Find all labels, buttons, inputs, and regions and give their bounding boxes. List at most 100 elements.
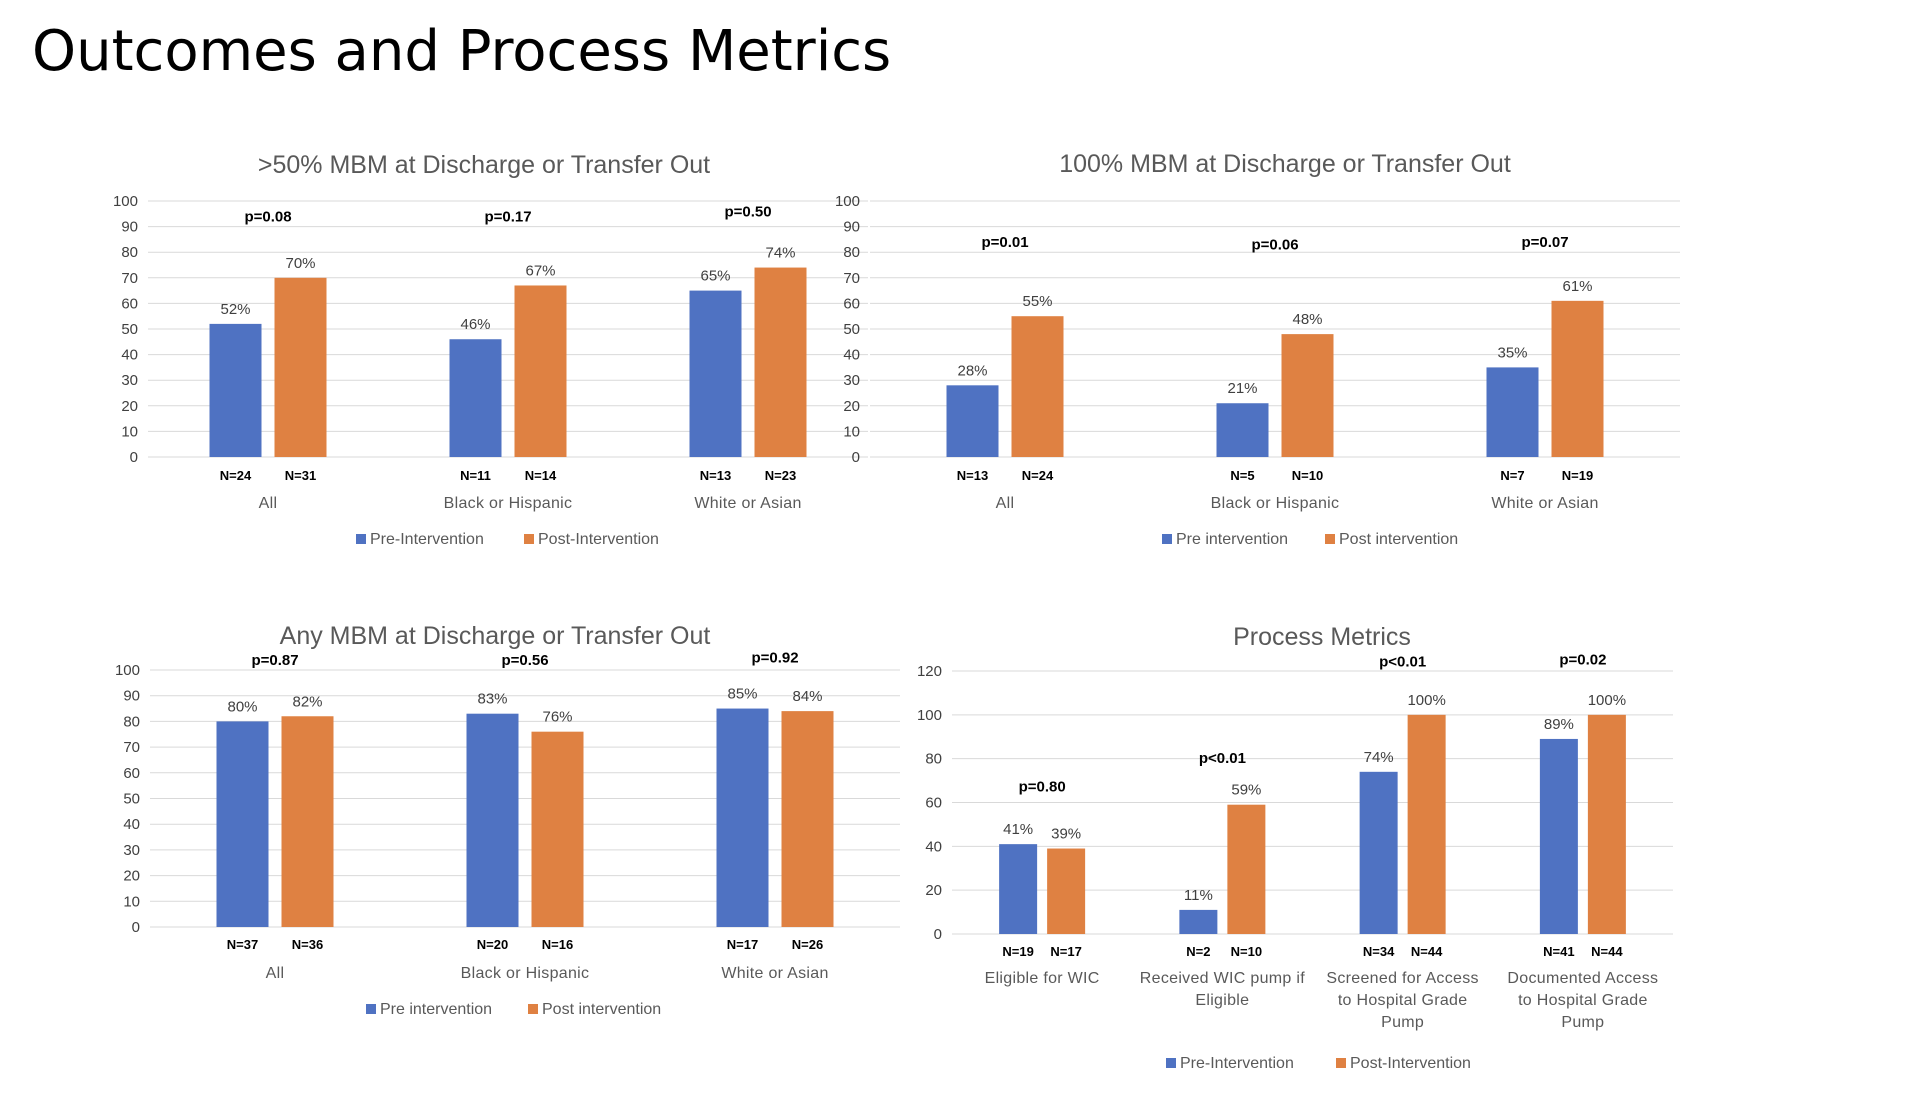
legend-label-post: Post-Intervention xyxy=(538,531,659,548)
n-label: N=13 xyxy=(700,468,731,483)
bar-pre xyxy=(716,708,769,927)
y-tick-label: 70 xyxy=(121,270,138,287)
category-label: All xyxy=(259,495,278,512)
bar-pre xyxy=(1539,738,1578,934)
category-label: White or Asian xyxy=(694,495,801,512)
legend-swatch-post xyxy=(1336,1058,1346,1068)
bar-pre xyxy=(209,323,262,457)
bar-value-label: 89% xyxy=(1544,716,1574,733)
y-tick-label: 90 xyxy=(123,688,140,705)
n-label: N=31 xyxy=(285,468,316,483)
bar-pre xyxy=(449,339,502,457)
bar-value-label: 82% xyxy=(292,693,322,710)
chart-title: 100% MBM at Discharge or Transfer Out xyxy=(1059,150,1511,178)
y-tick-label: 80 xyxy=(925,751,942,768)
y-tick-label: 100 xyxy=(917,707,942,724)
bar-post xyxy=(1587,714,1626,934)
y-tick-label: 30 xyxy=(843,372,860,389)
legend-label-post: Post intervention xyxy=(1339,531,1458,548)
bar-value-label: 67% xyxy=(525,262,555,279)
bar-post xyxy=(281,716,334,927)
y-tick-label: 60 xyxy=(123,765,140,782)
bar-post xyxy=(1407,714,1446,934)
bar-pre xyxy=(689,290,742,457)
category-label: All xyxy=(996,495,1015,512)
bar-post xyxy=(1227,804,1266,934)
chart-title: >50% MBM at Discharge or Transfer Out xyxy=(258,151,710,179)
category-label: Pump xyxy=(1561,1014,1604,1031)
chart-mbm-over-50: >50% MBM at Discharge or Transfer Out 0 10… xyxy=(113,151,868,548)
slide-title: Outcomes and Process Metrics xyxy=(32,19,892,84)
y-tick-label: 40 xyxy=(123,816,140,833)
bar-value-label: 55% xyxy=(1022,293,1052,310)
bar-pre xyxy=(999,844,1038,934)
y-tick-label: 20 xyxy=(925,882,942,899)
y-tick-label: 10 xyxy=(123,893,140,910)
p-value-label: p<0.01 xyxy=(1379,654,1426,671)
n-label: N=19 xyxy=(1002,944,1033,959)
p-value-label: p=0.80 xyxy=(1019,779,1066,796)
category-label: to Hospital Grade xyxy=(1338,992,1468,1009)
bar-value-label: 84% xyxy=(792,688,822,705)
y-tick-label: 50 xyxy=(843,321,860,338)
p-value-label: p=0.08 xyxy=(244,208,291,225)
n-label: N=14 xyxy=(525,468,557,483)
chart-any-mbm: Any MBM at Discharge or Transfer Out 0 10 2… xyxy=(115,622,900,1018)
y-tick-label: 90 xyxy=(121,219,138,236)
bar-value-label: 100% xyxy=(1588,692,1626,709)
n-label: N=44 xyxy=(1411,944,1443,959)
n-label: N=24 xyxy=(1022,468,1054,483)
y-tick-label: 80 xyxy=(123,713,140,730)
p-value-label: p=0.06 xyxy=(1251,237,1298,254)
bar-post xyxy=(531,731,584,927)
bar-post xyxy=(781,711,834,927)
category-label: Black or Hispanic xyxy=(461,965,590,982)
y-tick-label: 70 xyxy=(843,270,860,287)
n-label: N=19 xyxy=(1562,468,1593,483)
y-tick-label: 40 xyxy=(925,838,942,855)
y-tick-label: 100 xyxy=(113,193,138,210)
y-tick-label: 30 xyxy=(121,372,138,389)
n-label: N=34 xyxy=(1363,944,1395,959)
legend-label-pre: Pre-Intervention xyxy=(370,531,484,548)
y-tick-label: 0 xyxy=(130,449,138,466)
y-tick-label: 40 xyxy=(843,347,860,364)
n-label: N=16 xyxy=(542,937,573,952)
y-tick-label: 60 xyxy=(121,295,138,312)
bar-value-label: 39% xyxy=(1051,826,1081,843)
legend-swatch-pre xyxy=(1162,534,1172,544)
p-value-label: p=0.87 xyxy=(251,652,298,669)
y-tick-label: 80 xyxy=(843,244,860,261)
y-tick-label: 60 xyxy=(925,795,942,812)
category-label: Screened for Access xyxy=(1326,970,1478,987)
chart-process-metrics: Process Metrics 0 20 40 60 80 100 120 41% N=19 39%… xyxy=(917,623,1673,1072)
bar-value-label: 35% xyxy=(1497,344,1527,361)
category-label: Eligible xyxy=(1195,992,1249,1009)
legend-label-pre: Pre intervention xyxy=(380,1001,492,1018)
bar-value-label: 41% xyxy=(1003,821,1033,838)
p-value-label: p=0.07 xyxy=(1521,234,1568,251)
y-tick-label: 0 xyxy=(132,919,140,936)
category-label: Documented Access xyxy=(1507,970,1658,987)
y-tick-label: 0 xyxy=(852,449,860,466)
bar-value-label: 11% xyxy=(1184,887,1213,904)
bar-post xyxy=(514,285,567,457)
category-label: White or Asian xyxy=(721,965,828,982)
p-value-label: p=0.17 xyxy=(484,208,531,225)
n-label: N=10 xyxy=(1292,468,1323,483)
bar-post xyxy=(1281,334,1334,457)
n-label: N=13 xyxy=(957,468,988,483)
bar-value-label: 74% xyxy=(1364,749,1394,766)
bar-value-label: 48% xyxy=(1292,311,1322,328)
chart-title: Process Metrics xyxy=(1233,623,1411,651)
p-value-label: p=0.50 xyxy=(724,203,771,220)
legend-swatch-post xyxy=(528,1004,538,1014)
n-label: N=37 xyxy=(227,937,258,952)
category-label: Eligible for WIC xyxy=(985,970,1100,987)
y-tick-label: 20 xyxy=(843,398,860,415)
p-value-label: p=0.02 xyxy=(1559,651,1606,668)
bar-value-label: 100% xyxy=(1407,692,1445,709)
n-label: N=10 xyxy=(1231,944,1262,959)
legend-swatch-pre xyxy=(1166,1058,1176,1068)
bar-post xyxy=(1551,300,1604,457)
